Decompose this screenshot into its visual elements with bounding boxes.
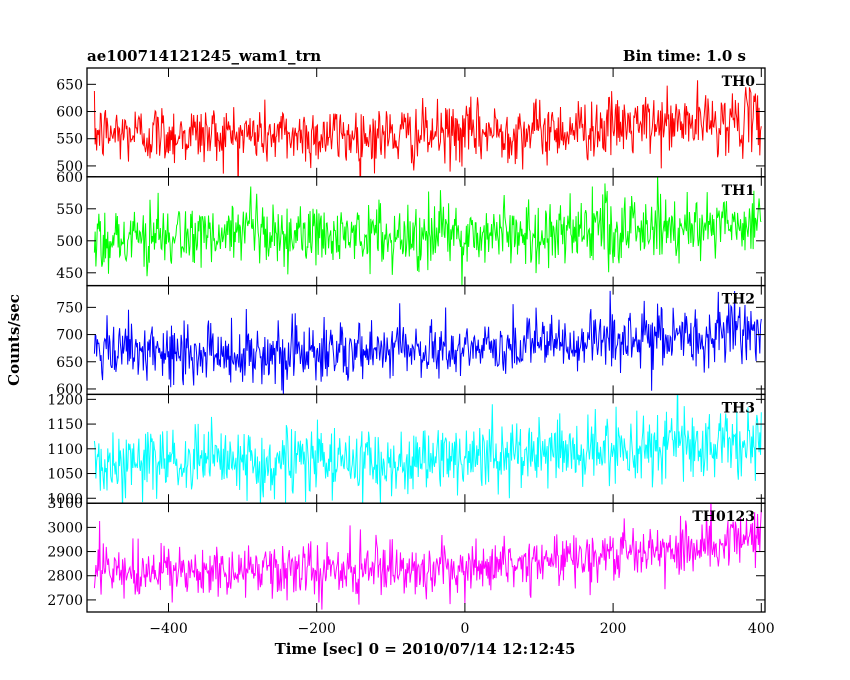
y-tick-label: 500 xyxy=(56,159,83,175)
x-axis-label: Time [sec] 0 = 2010/07/14 12:12:45 xyxy=(275,640,576,658)
y-tick-label: 700 xyxy=(56,328,83,344)
y-tick-label: 600 xyxy=(56,170,83,186)
panel-stack: 500 550 600 650 TH0 450 500 550 600 TH1 600 650 700 7… xyxy=(47,67,775,637)
y-tick-label: 1050 xyxy=(47,467,83,483)
panel-th2: 600 650 700 750 TH2 xyxy=(56,284,766,398)
y-tick-label: 750 xyxy=(56,300,83,316)
plot-title: ae100714121245_wam1_trn xyxy=(87,47,321,65)
y-tick-label: 2800 xyxy=(47,569,83,585)
y-tick-label: 500 xyxy=(56,234,83,250)
y-tick-label: 600 xyxy=(56,382,83,398)
panel-th1: 450 500 550 600 TH1 xyxy=(56,170,766,287)
panel-label: TH2 xyxy=(722,292,755,308)
y-tick-label: 3000 xyxy=(47,520,83,536)
panel-th0: 500 550 600 650 TH0 xyxy=(56,67,766,178)
panel-th0123: 2700 2800 2900 3000 3100 TH0123 xyxy=(47,496,766,613)
y-tick-label: 2700 xyxy=(47,593,83,609)
y-tick-label: 550 xyxy=(56,202,83,218)
bin-time-label: Bin time: 1.0 s xyxy=(623,47,746,65)
y-tick-label: 650 xyxy=(56,355,83,371)
x-tick-label: 200 xyxy=(600,621,627,637)
y-tick-label: 1200 xyxy=(47,392,83,408)
series-line-th3 xyxy=(93,394,762,504)
y-tick-label: 3100 xyxy=(47,496,83,512)
y-tick-label: 1150 xyxy=(47,417,83,433)
x-tick-label: −400 xyxy=(149,621,187,637)
y-axis-label: Counts/sec xyxy=(5,294,23,386)
y-tick-label: 2900 xyxy=(47,545,83,561)
panel-label: TH0123 xyxy=(692,509,755,525)
panel-label: TH0 xyxy=(722,74,756,90)
y-tick-label: 1000 xyxy=(47,491,83,507)
y-tick-label: 600 xyxy=(56,105,83,121)
y-tick-label: 450 xyxy=(56,266,83,282)
x-tick-label: −200 xyxy=(297,621,335,637)
panel-th3: 1000 1050 1100 1150 1200 TH3 xyxy=(47,392,766,507)
x-tick-label: 0 xyxy=(460,621,469,637)
series-line-th0123 xyxy=(93,503,762,610)
series-line-th0 xyxy=(93,80,762,177)
y-tick-label: 650 xyxy=(56,77,83,93)
x-tick-label: 400 xyxy=(748,621,775,637)
panel-frame xyxy=(86,502,766,613)
panel-label: TH1 xyxy=(722,183,755,199)
y-tick-label: 1100 xyxy=(47,442,83,458)
series-line-th2 xyxy=(93,290,762,395)
series-line-th1 xyxy=(93,176,762,286)
y-tick-label: 550 xyxy=(56,132,83,148)
panel-label: TH3 xyxy=(722,400,755,416)
